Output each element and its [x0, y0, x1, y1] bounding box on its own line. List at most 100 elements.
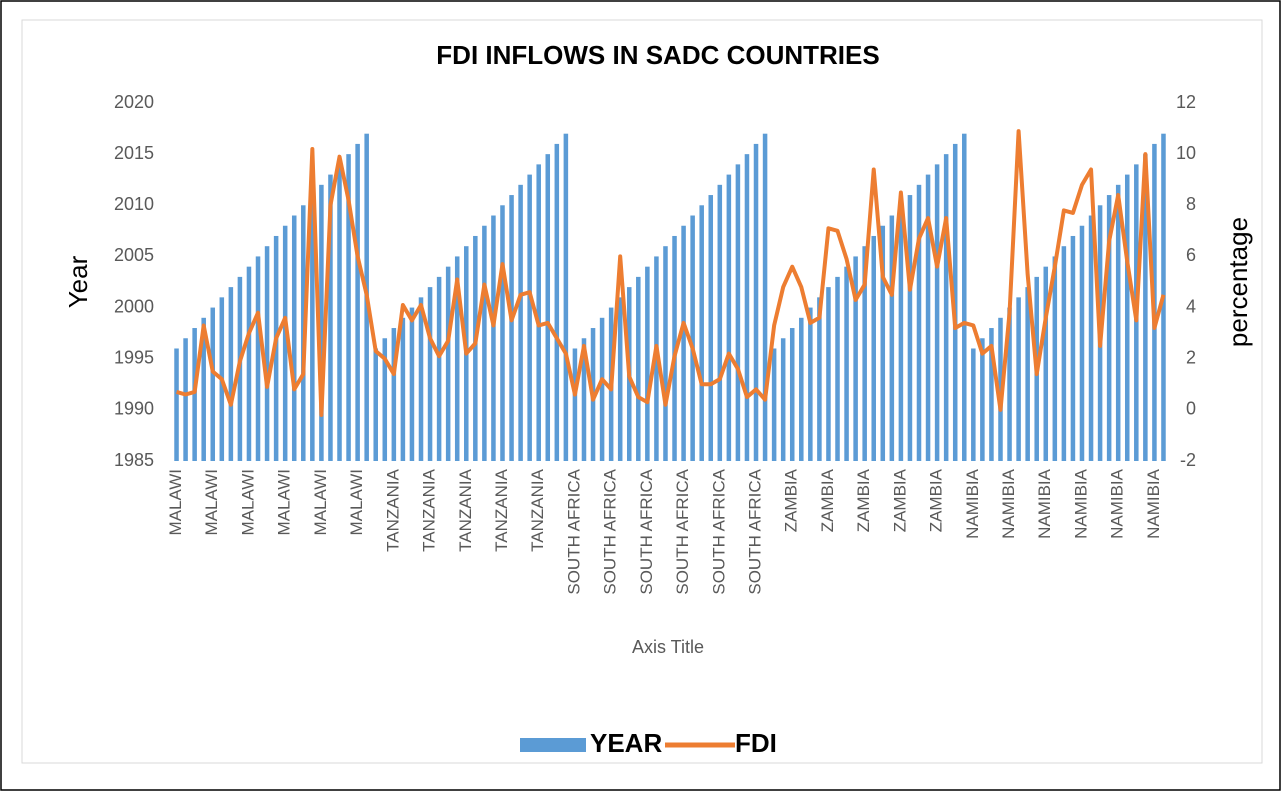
bar [382, 338, 388, 461]
bar [934, 164, 940, 461]
bar [916, 184, 922, 462]
x-tick-label: SOUTH AFRICA [709, 468, 728, 594]
x-tick-label: SOUTH AFRICA [637, 468, 656, 594]
bar [482, 225, 487, 461]
bar [210, 307, 216, 461]
bar [826, 287, 831, 461]
bar [1016, 297, 1021, 461]
bar [518, 184, 523, 462]
bar [898, 205, 904, 461]
bar [817, 297, 822, 461]
y-tick-label: 2000 [114, 296, 154, 316]
y2-tick-label: 8 [1186, 194, 1196, 214]
bar [762, 133, 768, 461]
bar [473, 235, 478, 461]
x-tick-label: SOUTH AFRICA [746, 468, 765, 594]
bar [183, 338, 188, 461]
legend-label: YEAR [590, 728, 662, 758]
bar [500, 205, 505, 461]
bar [337, 164, 342, 461]
bar [554, 143, 560, 461]
bar [1070, 235, 1076, 461]
bar [536, 164, 541, 461]
x-tick-label: SOUTH AFRICA [673, 468, 692, 594]
x-tick-label: NAMIBIA [963, 468, 982, 539]
legend-label: FDI [735, 728, 777, 758]
y-tick-label: 2010 [114, 194, 154, 214]
x-tick-label: MALAWI [202, 469, 221, 535]
x-tick-label: TANZANIA [420, 468, 439, 551]
bar [808, 307, 813, 461]
x-tick-label: TANZANIA [456, 468, 475, 551]
bar [789, 328, 795, 461]
bar [572, 348, 578, 461]
bar [599, 317, 605, 461]
bar [509, 195, 514, 462]
bar [282, 225, 288, 461]
bar [1052, 256, 1058, 461]
bar [328, 174, 333, 461]
x-tick-label: ZAMBIA [927, 468, 946, 532]
bar [1088, 215, 1094, 461]
bar [925, 174, 931, 461]
bar [427, 287, 433, 461]
bar [835, 276, 840, 461]
bar [971, 348, 976, 461]
y-tick-label: 1990 [114, 399, 154, 419]
bar [853, 256, 858, 461]
bar [889, 215, 895, 461]
bar [563, 133, 569, 461]
bar [400, 317, 406, 461]
bar [799, 317, 804, 461]
bar [1115, 184, 1121, 462]
y2-tick-label: 4 [1186, 296, 1196, 316]
bar [319, 184, 324, 462]
legend-swatch [520, 738, 586, 752]
chart-title: FDI INFLOWS IN SADC COUNTRIES [436, 40, 879, 70]
x-tick-label: NAMIBIA [1071, 468, 1090, 539]
bar [880, 225, 886, 461]
bar [1025, 287, 1030, 461]
bar [699, 205, 704, 461]
bar [174, 348, 179, 461]
x-tick-label: TANZANIA [492, 468, 511, 551]
y-tick-label: 1995 [114, 347, 154, 367]
x-tick-label: ZAMBIA [890, 468, 909, 532]
x-tick-label: MALAWI [238, 469, 257, 535]
x-tick-label: NAMIBIA [1144, 468, 1163, 539]
y-tick-label: 2020 [114, 92, 154, 112]
bar [291, 215, 297, 461]
bar [663, 246, 668, 461]
y-tick-label: 2015 [114, 143, 154, 163]
bar [636, 276, 641, 461]
y2-tick-label: 2 [1186, 347, 1196, 367]
x-tick-label: SOUTH AFRICA [564, 468, 583, 594]
bar [753, 143, 759, 461]
bar [201, 317, 206, 461]
bar [871, 235, 876, 461]
x-tick-label: NAMIBIA [1108, 468, 1127, 539]
y2-tick-label: -2 [1180, 450, 1196, 470]
bar [545, 154, 551, 461]
x-tick-label: ZAMBIA [854, 468, 873, 532]
y2-tick-label: 10 [1176, 143, 1196, 163]
bar [1007, 307, 1012, 461]
bar [1124, 174, 1130, 461]
y2-tick-label: 6 [1186, 245, 1196, 265]
bar [1061, 246, 1067, 461]
bar [445, 266, 451, 461]
bar [952, 143, 958, 461]
x-axis-title: Axis Title [632, 637, 704, 657]
bar [228, 287, 234, 461]
bar [681, 225, 686, 461]
bar [844, 266, 849, 461]
bar [690, 215, 695, 461]
y-tick-label: 2005 [114, 245, 154, 265]
bar [780, 338, 786, 461]
bar [264, 246, 270, 461]
fdi-line [175, 129, 1166, 417]
x-tick-label: TANZANIA [528, 468, 547, 551]
bar [355, 143, 360, 461]
x-tick-label: NAMIBIA [999, 468, 1018, 539]
